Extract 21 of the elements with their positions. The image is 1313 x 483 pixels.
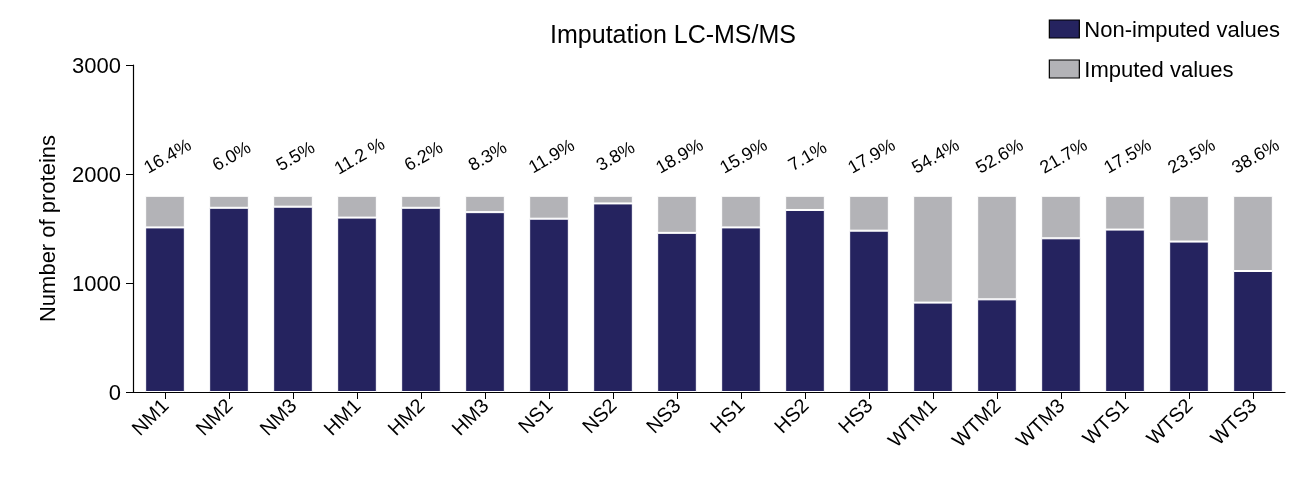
y-tick-label: 3000 (72, 52, 121, 78)
annotation: 7.1% (784, 137, 831, 175)
y-tick-label: 2000 (72, 161, 121, 187)
x-tick-label: NS1 (513, 394, 557, 438)
legend-label: Non-imputed values (1084, 16, 1281, 42)
y-axis-title: Number of proteins (34, 134, 60, 323)
x-tick-label: HS3 (833, 394, 877, 438)
y-tick-label: 1000 (72, 270, 121, 296)
annotation: 6.0% (208, 137, 255, 175)
chart-title: Imputation LC-MS/MS (550, 19, 796, 48)
annotation: 11.2 % (330, 133, 389, 179)
legend-label: Imputed values (1084, 56, 1234, 82)
x-tick-label: NS2 (577, 394, 621, 438)
annotation: 6.2% (400, 137, 447, 175)
annotation: 3.8% (592, 137, 639, 175)
y-tick-label: 0 (108, 379, 121, 405)
x-tick-label: HS2 (769, 394, 813, 438)
annotation: 5.5% (272, 137, 319, 175)
annotation: 8.3% (464, 137, 511, 175)
x-tick-label: HS1 (705, 394, 749, 438)
x-tick-label: NS3 (641, 394, 685, 438)
